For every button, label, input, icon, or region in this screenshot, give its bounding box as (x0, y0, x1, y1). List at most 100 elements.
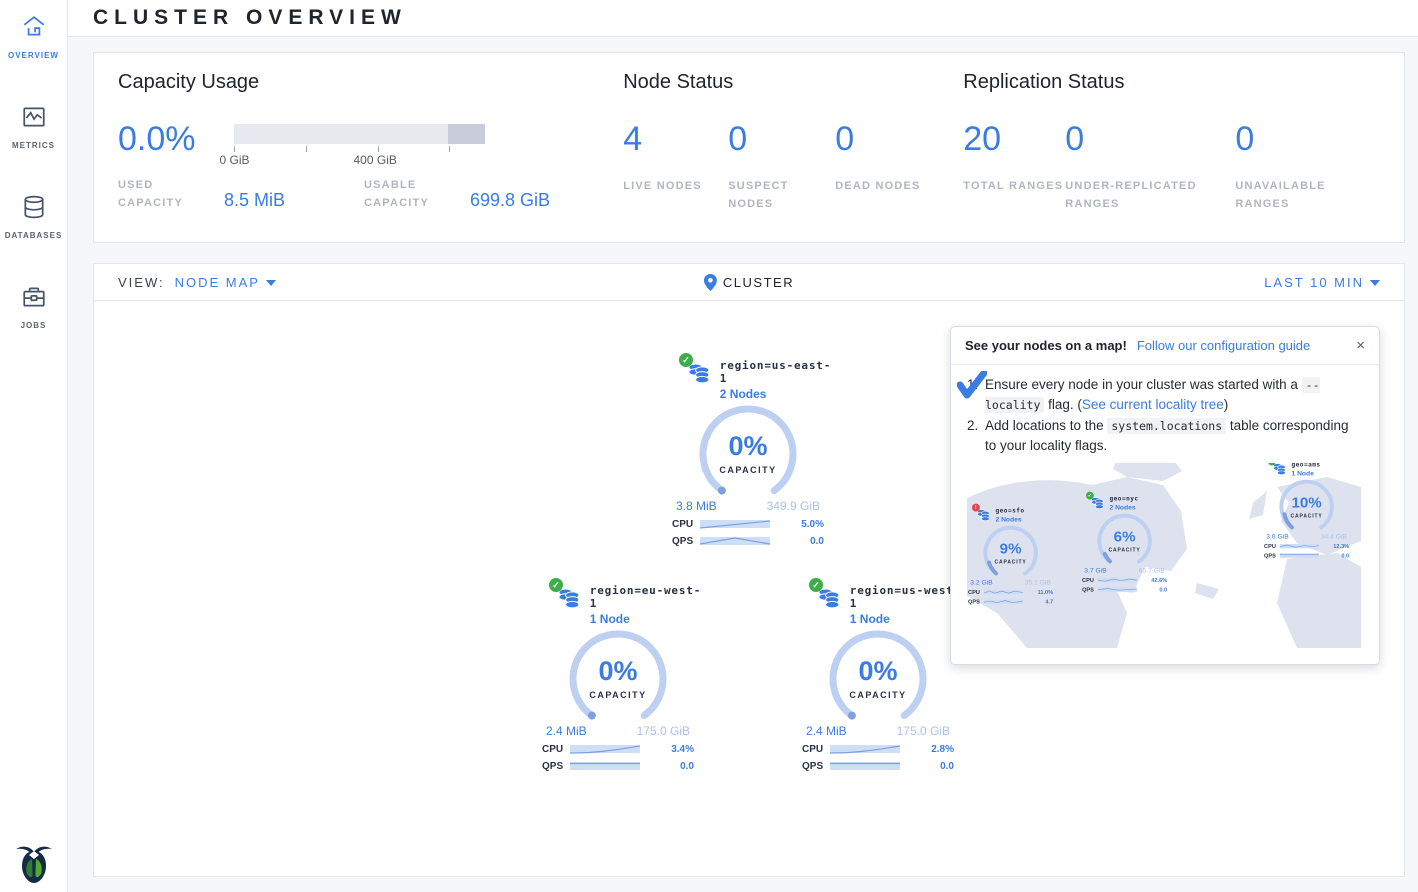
cockroachdb-logo[interactable] (14, 842, 54, 886)
svg-text:CAPACITY: CAPACITY (1291, 514, 1323, 520)
sidebar-item-overview[interactable]: OVERVIEW (0, 0, 67, 60)
example-node-map-image: ! geo=sfo (967, 463, 1361, 649)
view-selector[interactable]: NODE MAP (175, 275, 276, 290)
section-title: Node Status (623, 71, 734, 93)
check-badge-icon: ✓ (549, 578, 563, 592)
mini-region-node-ams: ✓ geo=ams (1259, 463, 1355, 636)
top-header: CLUSTER OVERVIEW (68, 0, 1418, 37)
step-text: Add locations to the (985, 418, 1108, 434)
section-title: Replication Status (963, 71, 1125, 93)
qps-value: 0.0 (810, 535, 824, 547)
tooltip-title: See your nodes on a map! (965, 338, 1127, 353)
region-label: geo=ams (1291, 463, 1321, 469)
chevron-down-icon (1370, 280, 1380, 287)
view-label: VIEW: (118, 274, 165, 290)
svg-text:9%: 9% (1000, 541, 1022, 558)
qps-row: QPS 0.0 (802, 760, 954, 772)
region-label: geo=nyc (1109, 495, 1139, 503)
svg-text:10%: 10% (1291, 495, 1322, 512)
cpu-value: 5.0% (801, 518, 824, 530)
step-text: Ensure every node in your cluster was st… (985, 377, 1302, 392)
capacity-percent: 0.0% (118, 120, 196, 158)
breadcrumb[interactable]: CLUSTER (703, 273, 795, 291)
tooltip-header: See your nodes on a map! Follow our conf… (951, 327, 1379, 365)
node-stack-icon (818, 588, 840, 609)
total-value: 175.0 GiB (636, 724, 690, 738)
stat-value: 699.8 GiB (470, 190, 551, 211)
briefcase-icon (21, 284, 47, 315)
cpu-row: CPU 5.0% (672, 518, 824, 530)
node-map-panel: VIEW: NODE MAP CLUSTER LAST 10 MIN ✓ (93, 263, 1405, 877)
cpu-sparkline (570, 745, 640, 754)
region-node-us-east-1[interactable]: ✓ region=us-east-1 2 Nodes (663, 353, 833, 547)
region-label: region=us-east-1 (719, 359, 832, 385)
region-label: geo=sfo (995, 507, 1025, 515)
page-title: CLUSTER OVERVIEW (93, 6, 407, 29)
cpu-row: CPU 2.8% (802, 743, 954, 755)
used-capacity-stat: USED CAPACITY 8.5 MiB (118, 177, 364, 212)
stat-value: 0 (728, 120, 748, 158)
mini-region-node-sfo: ! geo=sfo (968, 503, 1054, 605)
step-text: ) (1223, 396, 1229, 412)
replication-status-section: Replication Status 20 TOTAL RANGES 0 UND… (963, 71, 1380, 224)
qps-sparkline (700, 537, 770, 545)
qps-label: QPS (672, 535, 694, 547)
stat-value: 0 (1065, 120, 1085, 158)
node-stack-icon (977, 509, 990, 522)
capacity-bar: 0 GiB 400 GiB (220, 122, 514, 167)
tooltip-step-2: 2. Add locations to the system.locations … (967, 416, 1363, 455)
sidebar-item-metrics[interactable]: METRICS (0, 60, 67, 150)
mini-region-node-nyc: ✓ geo=nyc (1082, 491, 1168, 593)
database-icon (21, 194, 47, 225)
suspect-nodes-stat: 0 SUSPECT NODES (728, 122, 835, 213)
stat-value: 0 (1235, 120, 1255, 158)
sidebar-item-jobs[interactable]: JOBS (0, 240, 67, 330)
node-stack-icon (688, 363, 710, 384)
gauge-percent: 0% (598, 656, 637, 686)
cluster-summary-panel: Capacity Usage 0.0% 0 GiB 400 GiB (93, 52, 1405, 243)
node-stack-icon (1091, 497, 1104, 510)
stat-label: UNDER-REPLICATED RANGES (1065, 180, 1197, 210)
dead-nodes-stat: 0 DEAD NODES (835, 122, 920, 213)
total-value: 34.4 GiB (1320, 532, 1347, 541)
home-icon (21, 14, 47, 45)
stat-label: SUSPECT NODES (728, 180, 789, 210)
node-count: 1 Node (1291, 469, 1314, 478)
stat-value: 20 (963, 120, 1002, 158)
stat-label: DEAD NODES (835, 180, 921, 192)
capacity-bar-dark-segment (447, 124, 485, 144)
gauge-capacity-label: CAPACITY (719, 465, 776, 475)
content: Capacity Usage 0.0% 0 GiB 400 GiB (68, 37, 1418, 877)
region-node-us-west-1[interactable]: ✓ region=us-west-1 1 Node (793, 578, 963, 772)
check-badge-icon: ✓ (809, 578, 823, 592)
node-count: 1 Node (849, 612, 890, 626)
locality-tree-link[interactable]: See current locality tree (1081, 396, 1224, 412)
sidebar-item-databases[interactable]: DATABASES (0, 150, 67, 240)
tooltip-body: 1. Ensure every node in your cluster was … (951, 365, 1379, 455)
total-ranges-stat: 20 TOTAL RANGES (963, 122, 1065, 213)
total-value: 349.9 GiB (766, 499, 820, 513)
unavailable-ranges-stat: 0 UNAVAILABLE RANGES (1235, 122, 1380, 213)
qps-value: 0.0 (940, 760, 954, 772)
svg-text:6%: 6% (1114, 529, 1136, 546)
region-node-eu-west-1[interactable]: ✓ region=eu-west-1 1 Node (533, 578, 703, 772)
stat-value: 8.5 MiB (224, 190, 286, 211)
breadcrumb-label: CLUSTER (722, 274, 795, 290)
node-count: 2 Nodes (719, 387, 767, 401)
used-value: 3.2 GiB (970, 578, 993, 587)
check-badge-icon: ✓ (1085, 491, 1094, 500)
close-icon[interactable]: × (1356, 337, 1365, 354)
qps-label: QPS (802, 760, 824, 772)
cpu-label: CPU (672, 518, 694, 530)
qps-sparkline (570, 762, 640, 770)
view-toolbar: VIEW: NODE MAP CLUSTER LAST 10 MIN (94, 264, 1404, 301)
cpu-label: CPU (542, 743, 564, 755)
stat-label: USABLE CAPACITY (364, 179, 430, 209)
tick-label-400: 400 GiB (353, 153, 397, 167)
node-count: 2 Nodes (1109, 503, 1136, 512)
alert-badge-icon: ! (971, 503, 980, 512)
capacity-usage-section: Capacity Usage 0.0% 0 GiB 400 GiB (118, 71, 623, 224)
configuration-guide-link[interactable]: Follow our configuration guide (1136, 338, 1311, 353)
time-range-selector[interactable]: LAST 10 MIN (1264, 275, 1380, 290)
gauge-percent: 0% (858, 656, 897, 686)
